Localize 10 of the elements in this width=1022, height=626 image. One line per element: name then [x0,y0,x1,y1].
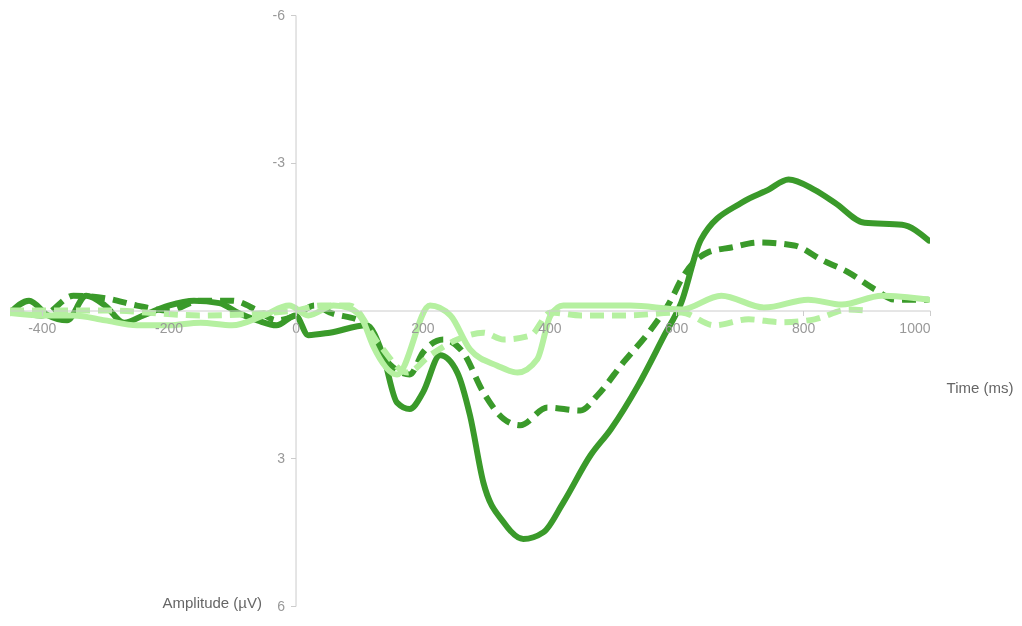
x-tick-label: -400 [28,320,57,336]
y-tick-label: -6 [272,6,286,23]
y-tick-label: 3 [277,449,286,466]
x-axis-title: Time (ms) [946,379,1014,396]
y-tick-label: -3 [272,154,286,171]
x-tick-label: 0 [292,320,301,336]
y-axis-title: Amplitude (µV) [162,593,263,611]
x-tick-label: 800 [791,320,816,336]
y-tick-label: 6 [277,597,286,614]
x-tick-label: 1000 [899,320,931,336]
